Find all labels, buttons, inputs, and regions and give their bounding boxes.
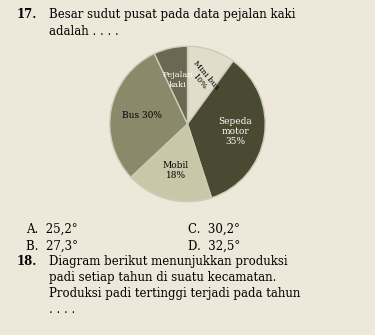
Wedge shape — [131, 124, 212, 202]
Text: 18.: 18. — [17, 255, 37, 268]
Text: Sepeda
motor
35%: Sepeda motor 35% — [218, 117, 252, 146]
Wedge shape — [154, 46, 188, 124]
Text: B.  27,3°: B. 27,3° — [26, 240, 78, 253]
Text: Mobil
18%: Mobil 18% — [162, 161, 189, 180]
Wedge shape — [188, 61, 265, 198]
Text: Mini bus
10%: Mini bus 10% — [184, 59, 220, 97]
Text: D.  32,5°: D. 32,5° — [188, 240, 240, 253]
Text: Produksi padi tertinggi terjadi pada tahun: Produksi padi tertinggi terjadi pada tah… — [49, 287, 300, 300]
Wedge shape — [110, 54, 188, 177]
Text: Pejalan
kaki: Pejalan kaki — [162, 71, 193, 88]
Text: 17.: 17. — [17, 8, 37, 21]
Text: Diagram berikut menunjukkan produksi: Diagram berikut menunjukkan produksi — [49, 255, 287, 268]
Text: . . . .: . . . . — [49, 303, 75, 316]
Text: Besar sudut pusat pada data pejalan kaki: Besar sudut pusat pada data pejalan kaki — [49, 8, 295, 21]
Text: C.  30,2°: C. 30,2° — [188, 223, 239, 236]
Text: A.  25,2°: A. 25,2° — [26, 223, 78, 236]
Text: Bus 30%: Bus 30% — [122, 111, 162, 120]
Text: adalah . . . .: adalah . . . . — [49, 25, 118, 38]
Wedge shape — [188, 46, 233, 124]
Text: padi setiap tahun di suatu kecamatan.: padi setiap tahun di suatu kecamatan. — [49, 271, 276, 284]
